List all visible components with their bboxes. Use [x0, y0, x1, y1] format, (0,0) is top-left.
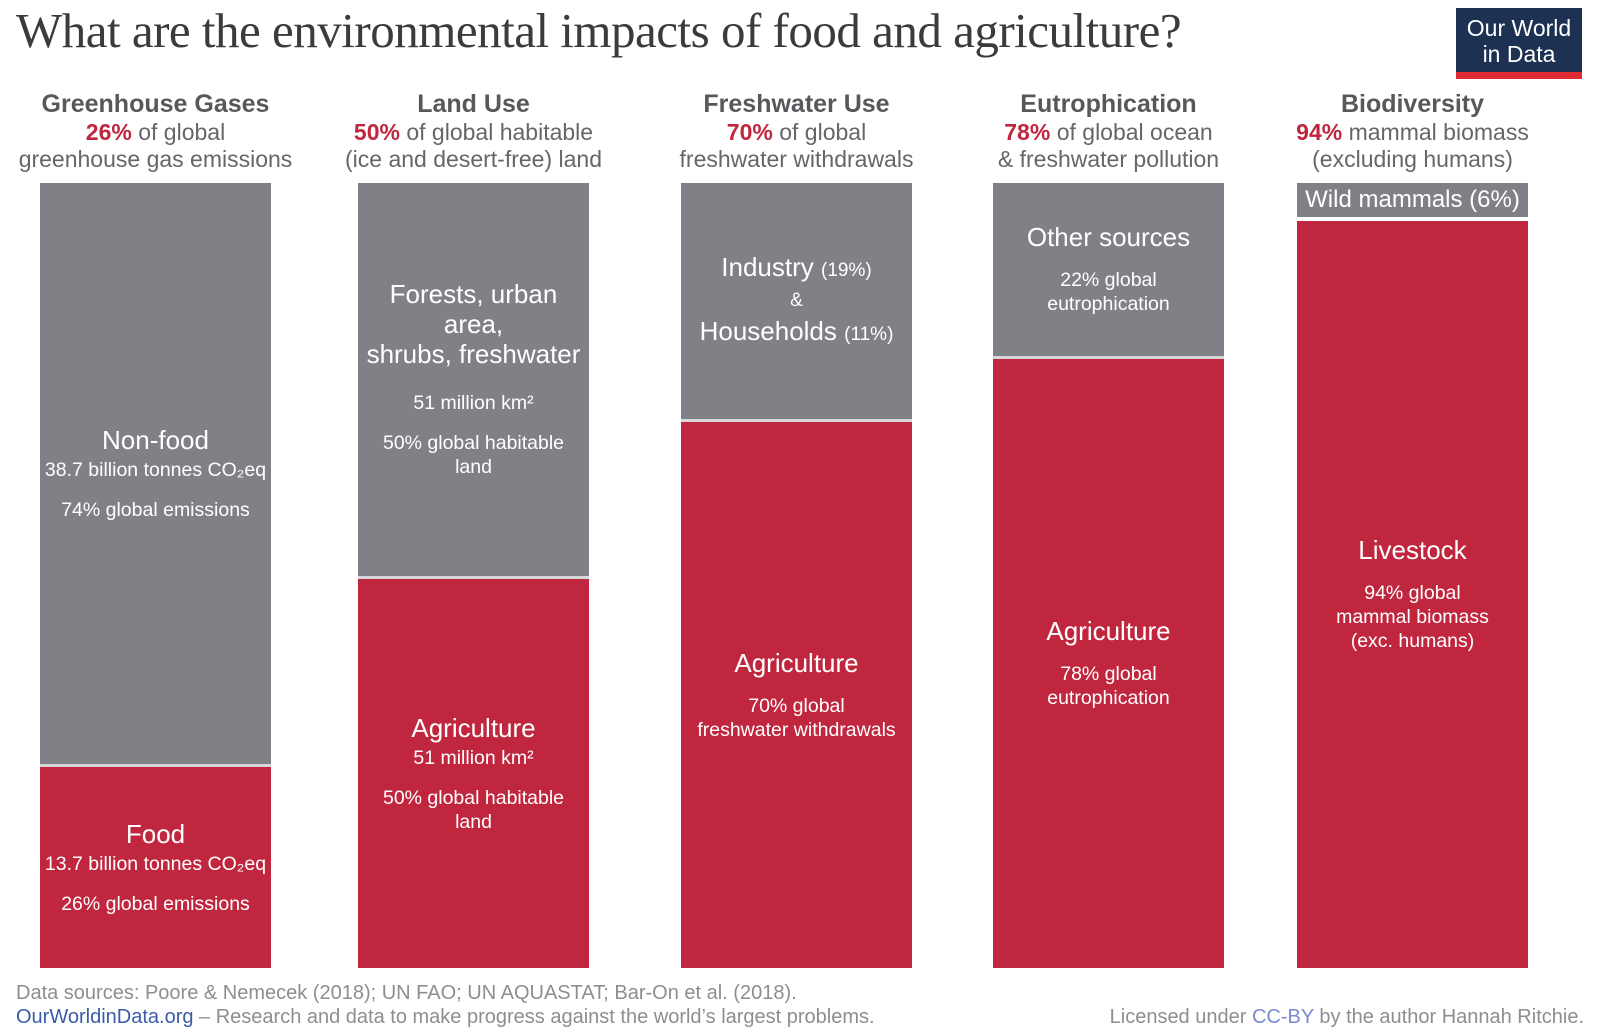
subtitle-text: of global	[131, 119, 226, 145]
segment-title: Households (11%)	[700, 316, 894, 350]
segment-label-group: Agriculture 78% global eutrophication	[993, 359, 1224, 968]
column-subtitle-line1: 50% of global habitable	[313, 119, 634, 146]
segment-livestock: Livestock 94% global mammal biomass (exc…	[1297, 216, 1528, 968]
column-title: Land Use	[417, 90, 530, 118]
segment-label-group: Non-food 38.7 billion tonnes CO₂eq 74% g…	[40, 183, 271, 764]
segment-label-group: Wild mammals (6%)	[1297, 183, 1528, 217]
segment-title: Agriculture	[1046, 616, 1171, 647]
households-label: Households	[699, 315, 837, 346]
segment-title: Wild mammals (6%)	[1305, 185, 1520, 213]
segment-other-sources: Other sources 22% global eutrophication	[993, 183, 1224, 356]
segment-agriculture-eutrophication: Agriculture 78% global eutrophication	[993, 355, 1224, 968]
segment-label-group: Agriculture 70% global freshwater withdr…	[681, 422, 912, 969]
segment-label-group: Agriculture 51 million km² 50% global ha…	[358, 579, 589, 969]
cc-by-link[interactable]: CC-BY	[1251, 1006, 1314, 1028]
bar-eutrophication: Other sources 22% global eutrophication …	[993, 183, 1224, 968]
highlight-percent: 94%	[1296, 119, 1343, 145]
ampersand: &	[790, 289, 803, 311]
segment-subtitle: 13.7 billion tonnes CO₂eq	[44, 852, 267, 875]
segment-subtitle: 38.7 billion tonnes CO₂eq	[44, 458, 267, 481]
segment-title: Food	[125, 818, 186, 849]
bar-land-use: Forests, urban area, shrubs, freshwater …	[358, 183, 589, 968]
highlight-percent: 26%	[85, 119, 132, 145]
column-header-biodiversity: Biodiversity 94% mammal biomass (excludi…	[1252, 90, 1573, 173]
highlight-percent: 70%	[726, 119, 773, 145]
column-subtitle-line1: 78% of global ocean	[948, 119, 1269, 146]
segment-forests-urban: Forests, urban area, shrubs, freshwater …	[358, 183, 589, 576]
segment-note: 22% global eutrophication	[1047, 269, 1170, 316]
column-subtitle-line1: 70% of global	[636, 119, 957, 146]
owid-logo-line2: in Data	[1482, 41, 1556, 67]
license-pre: Licensed under	[1109, 1006, 1252, 1028]
bar-greenhouse-gases: Non-food 38.7 billion tonnes CO₂eq 74% g…	[40, 183, 271, 968]
column-subtitle-line1: 26% of global	[0, 119, 316, 146]
highlight-percent: 50%	[353, 119, 400, 145]
bar-freshwater-use: Industry (19%) & Households (11%) Agricu…	[681, 183, 912, 968]
owid-logo-red-bar	[1456, 72, 1582, 79]
segment-note: 94% global mammal biomass (exc. humans)	[1336, 582, 1489, 653]
segment-label-group: Other sources 22% global eutrophication	[993, 183, 1224, 356]
segment-note: 74% global emissions	[61, 498, 250, 521]
column-subtitle-line2: greenhouse gas emissions	[18, 146, 293, 172]
segment-agriculture-land: Agriculture 51 million km² 50% global ha…	[358, 575, 589, 969]
column-subtitle-line1: 94% mammal biomass	[1252, 119, 1573, 146]
column-subtitle-line2: freshwater withdrawals	[679, 146, 914, 172]
households-percent: (11%)	[844, 323, 894, 345]
column-subtitle-line2: & freshwater pollution	[997, 146, 1220, 172]
page-title: What are the environmental impacts of fo…	[16, 3, 1182, 58]
column-header-land-use: Land Use 50% of global habitable (ice an…	[313, 90, 634, 173]
tagline-text: – Research and data to make progress aga…	[193, 1006, 875, 1028]
segment-note: 50% global habitable land	[382, 786, 565, 833]
data-sources-text: Data sources: Poore & Nemecek (2018); UN…	[16, 982, 797, 1004]
industry-label: Industry	[721, 251, 814, 282]
column-subtitle-line2: (ice and desert-free) land	[345, 146, 602, 172]
segment-subtitle: 51 million km²	[413, 392, 534, 415]
column-title: Eutrophication	[1020, 90, 1197, 118]
segment-label-group: Livestock 94% global mammal biomass (exc…	[1297, 221, 1528, 968]
subtitle-text: of global ocean	[1050, 119, 1213, 145]
segment-title: Agriculture	[411, 712, 536, 743]
segment-food: Food 13.7 billion tonnes CO₂eq 26% globa…	[40, 763, 271, 968]
column-title: Freshwater Use	[703, 90, 890, 118]
segment-label-group: Food 13.7 billion tonnes CO₂eq 26% globa…	[40, 767, 271, 968]
segment-note: 70% global freshwater withdrawals	[697, 694, 896, 741]
segment-subtitle: 51 million km²	[413, 746, 534, 769]
industry-percent: (19%)	[821, 259, 872, 281]
segment-non-food: Non-food 38.7 billion tonnes CO₂eq 74% g…	[40, 183, 271, 764]
owid-logo-box: Our World in Data	[1456, 8, 1582, 72]
highlight-percent: 78%	[1004, 119, 1051, 145]
column-title: Greenhouse Gases	[41, 90, 270, 118]
license-text: Licensed under CC-BY by the author Hanna…	[1110, 1006, 1584, 1029]
footer-tagline: OurWorldinData.org – Research and data t…	[16, 1006, 875, 1029]
column-header-eutrophication: Eutrophication 78% of global ocean & fre…	[948, 90, 1269, 173]
segment-note: 50% global habitable land	[382, 432, 565, 479]
segment-note: 78% global eutrophication	[1047, 663, 1170, 710]
segment-label-group: Forests, urban area, shrubs, freshwater …	[358, 183, 589, 576]
segment-title: Livestock	[1358, 535, 1467, 566]
segment-title: Industry (19%)	[721, 252, 871, 286]
column-header-freshwater-use: Freshwater Use 70% of global freshwater …	[636, 90, 957, 173]
segment-title: Forests, urban area, shrubs, freshwater	[366, 279, 581, 370]
owid-site-link[interactable]: OurWorldinData.org	[16, 1006, 194, 1028]
owid-logo-line1: Our World	[1466, 15, 1572, 41]
subtitle-text: of global	[772, 119, 867, 145]
segment-title: Non-food	[102, 424, 209, 455]
segment-title: Other sources	[1026, 222, 1191, 253]
segment-note: 26% global emissions	[61, 892, 250, 915]
column-title: Biodiversity	[1340, 90, 1485, 118]
segment-wild-mammals: Wild mammals (6%)	[1297, 183, 1528, 217]
owid-logo: Our World in Data	[1456, 8, 1582, 79]
subtitle-text: of global habitable	[399, 119, 594, 145]
column-header-greenhouse-gases: Greenhouse Gases 26% of global greenhous…	[0, 90, 316, 173]
license-post: by the author Hannah Ritchie.	[1313, 1006, 1584, 1028]
segment-title: Agriculture	[734, 647, 859, 678]
segment-agriculture-freshwater: Agriculture 70% global freshwater withdr…	[681, 418, 912, 969]
column-subtitle-line2: (excluding humans)	[1312, 146, 1513, 172]
bar-biodiversity: Wild mammals (6%) Livestock 94% global m…	[1297, 183, 1528, 968]
segment-label-group: Industry (19%) & Households (11%)	[681, 183, 912, 419]
subtitle-text: mammal biomass	[1342, 119, 1529, 145]
segment-industry-households: Industry (19%) & Households (11%)	[681, 183, 912, 419]
